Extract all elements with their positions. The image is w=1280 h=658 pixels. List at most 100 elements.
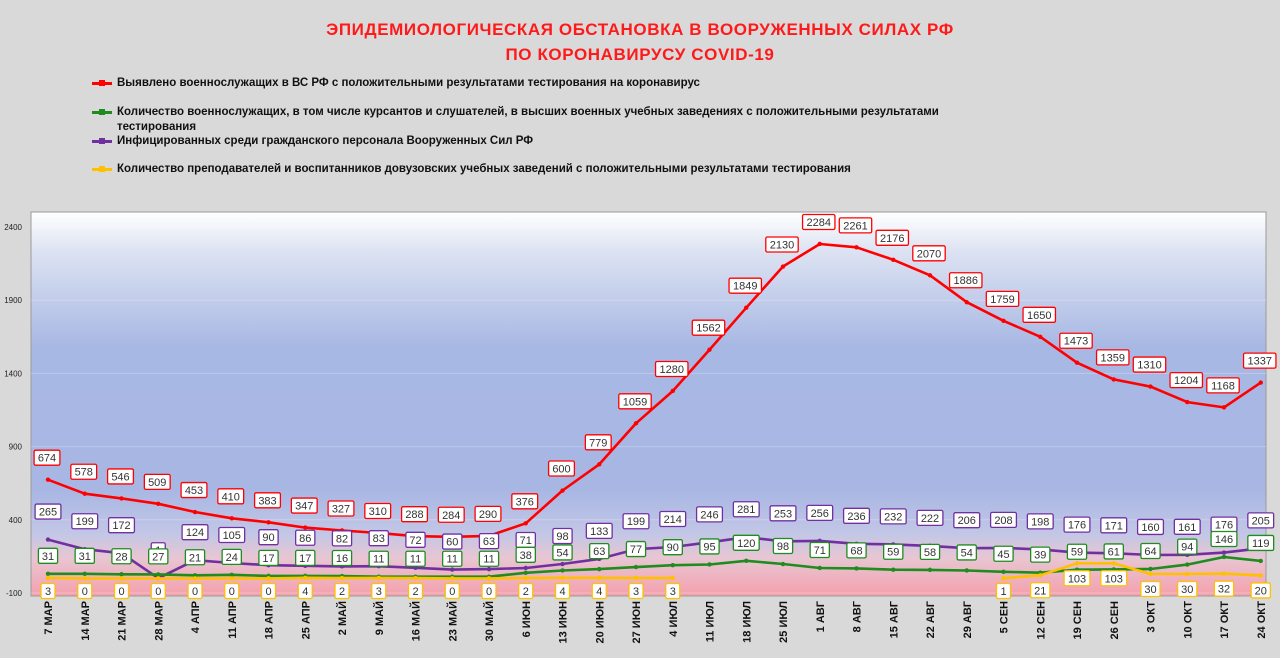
series-civilian-label-box [879, 508, 907, 525]
series-preuniversity-label-box [260, 582, 277, 600]
series-preuniversity-data-label: 0 [82, 586, 88, 598]
x-tick-label: 3 ОКТ [1146, 601, 1158, 633]
x-tick-label: 12 СЕН [1035, 601, 1047, 640]
series-universities-data-label: 11 [373, 554, 384, 566]
series-preuniversity-data-label: 0 [449, 586, 455, 598]
series-civilian-label-box [659, 510, 687, 528]
series-military-data-label: 674 [38, 453, 56, 465]
series-military-label-box [400, 506, 429, 523]
series-military-data-label: 327 [332, 503, 350, 515]
series-military-point [560, 488, 565, 493]
series-universities-label-box [1140, 542, 1161, 560]
x-tick-label: 18 ИЮЛ [741, 601, 753, 643]
series-civilian-data-label: 133 [590, 526, 608, 538]
series-universities-point [82, 571, 87, 577]
series-universities-label-box [589, 542, 610, 560]
series-civilian-label-box [1136, 518, 1165, 536]
series-preuniversity-point [523, 575, 528, 581]
series-preuniversity-point [486, 576, 492, 581]
series-military-point [303, 525, 308, 530]
series-military-data-label: 1310 [1137, 360, 1161, 372]
series-civilian-data-label: 246 [700, 509, 718, 521]
series-universities-label-box [147, 548, 169, 565]
series-preuniversity-point [1258, 573, 1263, 578]
series-preuniversity-point [119, 576, 124, 581]
series-preuniversity-point [1148, 571, 1153, 577]
series-military-label-box [1095, 349, 1130, 366]
series-civilian-data-label: 222 [921, 513, 939, 525]
series-universities-point [744, 558, 749, 563]
series-universities-data-label: 28 [115, 551, 127, 563]
series-civilian-label-box [622, 513, 650, 530]
series-civilian-data-label: 72 [409, 535, 421, 547]
series-universities-point [817, 565, 822, 571]
series-preuniversity-data-label: 0 [155, 586, 161, 598]
x-tick-label: 4 АПР [190, 601, 202, 633]
series-military-point [229, 516, 234, 521]
series-civilian-point [1221, 550, 1227, 555]
series-preuniversity-label-box [444, 582, 460, 600]
series-universities-point [854, 566, 859, 571]
series-military-point [45, 477, 51, 482]
series-military-label-box [584, 434, 612, 451]
series-universities-label-box [625, 540, 647, 558]
series-universities-point [1185, 562, 1190, 567]
series-military-data-label: 383 [258, 495, 276, 507]
series-universities-point [780, 561, 786, 567]
series-preuniversity-data-label: 0 [486, 586, 492, 598]
series-universities-data-label: 31 [79, 551, 91, 563]
x-tick-label: 30 МАЙ [483, 601, 496, 641]
series-preuniversity-label-box [1177, 580, 1198, 598]
series-universities-data-label: 27 [152, 551, 164, 563]
y-tick-label: 900 [9, 443, 23, 452]
series-military-data-label: 290 [479, 509, 497, 521]
x-tick-label: 18 АПР [264, 601, 276, 639]
series-preuniversity-point [229, 576, 234, 581]
series-civilian-data-label: 161 [1178, 522, 1196, 534]
series-universities-data-label: 11 [447, 554, 458, 566]
series-civilian-label-box [842, 507, 871, 524]
series-military-data-label: 1059 [623, 396, 647, 408]
series-military-label-box [327, 500, 355, 517]
series-universities-data-label: 24 [226, 552, 238, 564]
series-universities-data-label: 58 [924, 547, 936, 559]
series-preuniversity-data-label: 1 [1000, 586, 1006, 598]
series-universities-label-box [993, 545, 1014, 562]
series-universities-label-box [111, 548, 132, 565]
x-tick-label: 25 АПР [300, 601, 312, 639]
series-civilian-data-label: 60 [446, 537, 458, 549]
series-military-label-box [511, 493, 539, 510]
series-preuniversity-data-label: 2 [523, 586, 529, 598]
series-civilian-point [486, 566, 492, 572]
series-military-point [854, 245, 859, 250]
series-universities-data-label: 59 [1071, 547, 1083, 559]
series-military-label-box [106, 468, 135, 485]
series-civilian-point [45, 537, 51, 542]
series-preuniversity-label-box [1140, 580, 1161, 598]
series-military-point [266, 520, 271, 525]
series-military-data-label: 347 [295, 501, 313, 513]
series-universities-data-label: 95 [703, 541, 715, 553]
series-military-point [523, 521, 528, 526]
series-universities-data-label: 63 [593, 546, 605, 558]
series-universities-label-box [37, 547, 59, 564]
series-universities-label-box [1247, 534, 1275, 552]
series-universities-label-box [294, 549, 316, 567]
series-civilian-point [450, 567, 455, 572]
series-preuniversity-label-box [297, 582, 313, 600]
series-universities-label-box [258, 549, 279, 567]
series-universities-label-box [883, 543, 904, 560]
series-civilian-label-box [916, 509, 944, 527]
series-civilian-label-box [585, 522, 613, 540]
series-preuniversity-label-box [224, 582, 240, 600]
series-civilian-label-box [294, 529, 316, 546]
series-universities-data-label: 59 [887, 547, 899, 559]
series-universities-point [1148, 566, 1153, 572]
series-civilian-label-box [71, 513, 99, 530]
series-preuniversity-label-box [113, 582, 130, 600]
series-universities-label-box [846, 542, 867, 559]
series-military-point [119, 496, 124, 501]
series-military-data-label: 1562 [696, 323, 720, 335]
series-military-label-box [437, 506, 465, 523]
series-military-point [597, 462, 602, 467]
